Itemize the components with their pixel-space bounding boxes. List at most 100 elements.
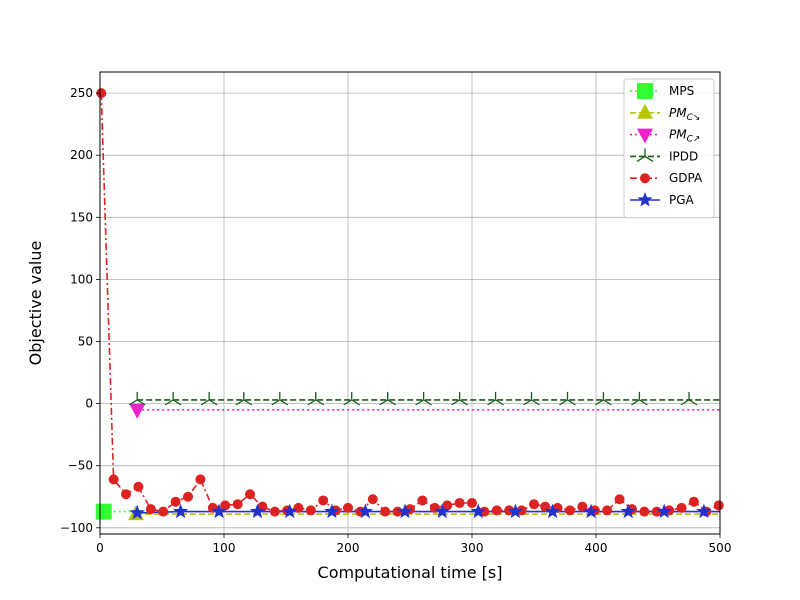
y-tick-label: 200 <box>70 148 93 162</box>
data-point-gdpa <box>183 491 194 502</box>
legend-marker-mps <box>637 83 653 99</box>
legend-item-gdpa: GDPA <box>630 171 703 185</box>
data-point-gdpa <box>269 506 280 517</box>
x-tick-label: 200 <box>337 541 360 555</box>
data-point-gdpa <box>614 494 625 505</box>
data-point-gdpa <box>602 505 613 516</box>
data-point-pga <box>656 503 672 519</box>
data-point-ipdd <box>595 391 612 406</box>
x-tick-label: 500 <box>709 541 732 555</box>
data-point-gdpa <box>639 506 650 517</box>
data-point-ipdd <box>128 391 146 406</box>
y-tick-label: 150 <box>70 210 93 224</box>
data-point-pga <box>507 503 524 519</box>
data-point-pga <box>129 504 145 520</box>
data-point-ipdd <box>235 391 253 406</box>
legend-item-pmc: PMC↗ <box>630 128 700 145</box>
data-point-pga <box>357 503 373 519</box>
data-point-pga <box>397 503 413 519</box>
data-point-ipdd <box>379 391 397 406</box>
data-point-gdpa <box>380 506 391 517</box>
data-point-gdpa <box>133 481 144 492</box>
data-point-gdpa <box>491 505 502 516</box>
data-point-gdpa <box>170 496 181 507</box>
data-point-gdpa <box>245 489 256 500</box>
data-point-pga <box>324 503 340 519</box>
data-point-gdpa <box>688 496 699 507</box>
data-point-ipdd <box>307 391 325 406</box>
y-tick-label: 0 <box>85 397 93 411</box>
legend-marker-pga <box>637 192 653 207</box>
data-point-pga <box>583 503 599 519</box>
data-point-ipdd <box>200 391 218 406</box>
y-axis-label: Objective value <box>26 241 45 366</box>
legend-label: PMC↘ <box>669 106 700 123</box>
y-tick-label: 50 <box>78 335 93 349</box>
legend-label: GDPA <box>669 171 703 185</box>
data-point-ipdd <box>343 391 361 406</box>
x-axis-label: Computational time [s] <box>318 563 503 582</box>
data-point-ipdd <box>631 391 648 406</box>
data-point-gdpa <box>713 500 724 511</box>
data-point-pmc <box>129 403 146 419</box>
legend-label: MPS <box>669 84 694 98</box>
data-point-gdpa <box>442 500 453 511</box>
legend-label: PMC↗ <box>669 128 700 145</box>
data-point-gdpa <box>417 495 428 506</box>
x-tick-label: 0 <box>96 541 104 555</box>
data-point-ipdd <box>680 391 698 406</box>
data-point-ipdd <box>487 391 504 406</box>
plot-frame <box>99 71 721 535</box>
y-tick-label: −50 <box>68 459 93 473</box>
legend-marker-pmc <box>637 103 653 119</box>
data-point-ipdd <box>523 391 540 406</box>
legend-label: PGA <box>669 193 695 207</box>
data-point-gdpa <box>158 506 169 517</box>
data-point-ipdd <box>451 391 468 406</box>
legend-marker-pmc <box>637 128 653 144</box>
data-point-gdpa <box>293 502 304 513</box>
data-point-ipdd <box>415 391 432 406</box>
data-point-gdpa <box>121 489 132 500</box>
data-point-gdpa <box>232 499 243 510</box>
data-point-gdpa <box>504 505 515 516</box>
data-point-pga <box>470 503 486 519</box>
data-point-pga <box>620 503 636 519</box>
data-point-mps <box>95 503 112 520</box>
legend-item-mps: MPS <box>630 83 694 99</box>
axis-ticks: 0 100 200 300 400 500 −100 −50 0 50 100 150 200 250 <box>60 86 731 555</box>
data-point-pga <box>544 503 561 519</box>
legend-marker-ipdd <box>636 148 654 162</box>
data-point-gdpa <box>343 502 353 513</box>
data-point-gdpa <box>529 499 539 510</box>
data-point-gdpa <box>305 505 316 516</box>
data-point-gdpa <box>220 500 231 511</box>
legend-label: IPDD <box>669 149 698 163</box>
data-point-pga <box>211 503 227 519</box>
data-point-pga <box>249 503 266 519</box>
x-tick-label: 400 <box>585 541 608 555</box>
data-point-ipdd <box>164 391 182 406</box>
data-point-gdpa <box>195 474 206 485</box>
data-point-gdpa <box>108 474 119 485</box>
legend-marker-gdpa <box>640 173 650 184</box>
data-point-pga <box>282 503 298 519</box>
data-point-pga <box>172 503 189 519</box>
data-point-gdpa <box>676 502 687 513</box>
x-tick-label: 100 <box>213 541 236 555</box>
data-point-gdpa <box>564 505 575 516</box>
legend-item-pmc: PMC↘ <box>630 103 700 123</box>
data-point-pga <box>696 503 712 519</box>
y-tick-label: 250 <box>70 86 93 100</box>
data-point-pga <box>434 503 450 519</box>
legend-item-ipdd: IPDD <box>630 148 698 163</box>
data-point-gdpa <box>318 495 329 506</box>
data-point-ipdd <box>271 391 289 406</box>
plot-markers <box>95 88 724 521</box>
legend-item-pga: PGA <box>630 192 695 207</box>
y-tick-label: 100 <box>70 272 93 286</box>
x-tick-label: 300 <box>461 541 484 555</box>
data-point-gdpa <box>467 497 477 508</box>
data-point-ipdd <box>559 391 576 406</box>
